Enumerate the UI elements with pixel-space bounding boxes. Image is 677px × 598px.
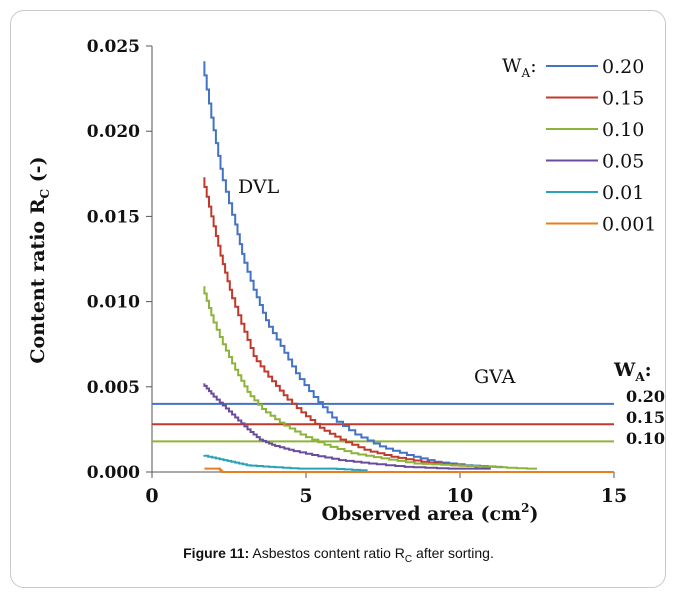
gva-wa-title: WA: bbox=[613, 359, 652, 384]
gva-label-0.10: 0.10 bbox=[626, 429, 665, 448]
figure-frame bbox=[10, 10, 666, 588]
legend-label-0.01: 0.01 bbox=[602, 182, 644, 204]
legend-label-0.20: 0.20 bbox=[602, 56, 644, 78]
gva-annotation: GVA bbox=[474, 366, 516, 388]
legend: 0.20 0.15 0.10 0.05 0.01 0.001 bbox=[546, 56, 656, 236]
plot-area: 0.000 0.005 0.010 0.015 0.020 0.025 0 5 10 15 bbox=[87, 37, 627, 507]
legend-label-0.05: 0.05 bbox=[602, 151, 644, 173]
y-tick-label: 0.000 bbox=[87, 463, 140, 483]
x-tick-label: 0 bbox=[145, 485, 158, 507]
x-tick-label: 5 bbox=[299, 485, 312, 507]
legend-title: WA: bbox=[502, 55, 537, 80]
y-axis-title: Content ratio RC (-) bbox=[27, 156, 52, 363]
x-axis-title: Observed area (cm2) bbox=[321, 501, 538, 525]
caption-text: Asbestos content ratio RC after sorting. bbox=[252, 545, 494, 565]
gva-label-0.20: 0.20 bbox=[626, 387, 665, 406]
y-tick-label: 0.015 bbox=[87, 207, 140, 227]
series-line-0.01 bbox=[203, 454, 368, 472]
caption-label: Figure 11: bbox=[183, 545, 250, 561]
y-tick-label: 0.005 bbox=[87, 378, 140, 398]
series-line-0.20 bbox=[203, 61, 504, 468]
gva-label-0.15: 0.15 bbox=[626, 408, 665, 427]
y-tick-label: 0.025 bbox=[87, 37, 140, 57]
gva-labels: 0.20 0.15 0.10 bbox=[626, 387, 665, 448]
y-tick-label: 0.010 bbox=[87, 293, 140, 313]
series-line-0.15 bbox=[203, 177, 491, 468]
series-line-0.10 bbox=[203, 286, 537, 470]
legend-label-0.001: 0.001 bbox=[602, 214, 656, 236]
series-line-0.001 bbox=[204, 467, 614, 473]
series-line-0.05 bbox=[203, 383, 491, 470]
legend-label-0.15: 0.15 bbox=[602, 88, 644, 110]
figure-caption: Figure 11: Asbestos content ratio RC aft… bbox=[0, 545, 677, 565]
chart: 0.000 0.005 0.010 0.015 0.020 0.025 0 5 10 15 Obs… bbox=[27, 37, 665, 525]
x-tick-label: 15 bbox=[601, 485, 627, 507]
y-tick-label: 0.020 bbox=[87, 122, 140, 142]
dvl-annotation: DVL bbox=[238, 176, 280, 198]
legend-label-0.10: 0.10 bbox=[602, 119, 644, 141]
x-tick-label: 10 bbox=[447, 485, 473, 507]
